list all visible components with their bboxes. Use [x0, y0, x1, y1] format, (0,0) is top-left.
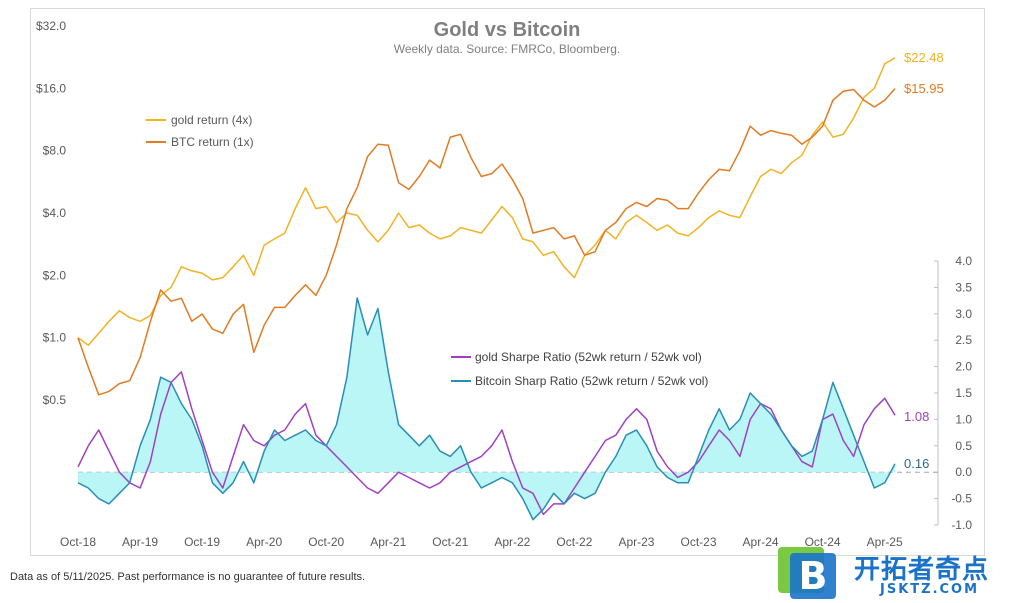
gold-sharpe-end-label: 1.08	[904, 409, 929, 424]
bitcoin-sharpe-end-label: 0.16	[904, 456, 929, 471]
right-axis-tick-label: 1.5	[955, 386, 972, 400]
gold-return-end-label: $22.48	[904, 50, 944, 65]
x-axis-tick-label: Apr-19	[122, 535, 158, 549]
right-axis-tick-label: 0.0	[955, 465, 972, 479]
x-axis-tick-label: Oct-18	[60, 535, 96, 549]
x-axis-tick-label: Apr-22	[494, 535, 530, 549]
x-axis-tick-label: Oct-20	[308, 535, 344, 549]
left-axis-tick-label: $2.0	[43, 268, 67, 282]
legend-label: Bitcoin Sharp Ratio (52wk return / 52wk …	[475, 374, 708, 388]
x-axis-tick-label: Oct-21	[432, 535, 468, 549]
x-axis-tick-label: Oct-23	[680, 535, 716, 549]
x-axis-tick-label: Apr-25	[867, 535, 903, 549]
svg-text:B: B	[799, 554, 828, 598]
btc-return-line	[77, 88, 896, 396]
left-axis-tick-label: $8.0	[43, 144, 67, 158]
right-axis-tick-label: -1.0	[951, 518, 972, 532]
gold-sharpe-line	[77, 371, 896, 516]
right-axis-tick-label: 0.5	[955, 439, 972, 453]
gold-return-line	[77, 57, 896, 346]
bitcoin-sharpe-area	[78, 298, 895, 520]
right-axis-tick-label: 2.0	[955, 360, 972, 374]
right-axis-tick-label: 3.0	[955, 307, 972, 321]
right-axis-tick-label: 4.0	[955, 254, 972, 268]
right-axis-tick-label: -0.5	[951, 492, 972, 506]
bitcoin-sharpe-line	[77, 297, 896, 521]
left-axis-tick-label: $4.0	[43, 206, 67, 220]
left-axis-tick-label: $16.0	[36, 81, 66, 95]
right-axis-tick-label: 2.5	[955, 333, 972, 347]
watermark-text: 开拓者奇点	[854, 555, 990, 585]
x-axis-tick-label: Oct-19	[184, 535, 220, 549]
watermark-logo: B 开拓者奇点 JSKTZ.COM	[772, 543, 1012, 601]
legend-label: gold return (4x)	[171, 113, 252, 127]
watermark-subtext: JSKTZ.COM	[880, 582, 980, 597]
x-axis-tick-label: Apr-23	[618, 535, 654, 549]
btc-return-end-label: $15.95	[904, 81, 944, 96]
left-axis-tick-label: $1.0	[43, 331, 67, 345]
legend-label: gold Sharpe Ratio (52wk return / 52wk vo…	[475, 350, 702, 364]
right-axis-tick-label: 1.0	[955, 412, 972, 426]
x-axis-tick-label: Apr-21	[370, 535, 406, 549]
x-axis-tick-label: Apr-24	[743, 535, 779, 549]
x-axis-tick-label: Apr-20	[246, 535, 282, 549]
left-axis-tick-label: $0.5	[43, 393, 67, 407]
left-axis-tick-label: $32.0	[36, 19, 66, 33]
right-axis-tick-label: 3.5	[955, 280, 972, 294]
x-axis-tick-label: Oct-22	[556, 535, 592, 549]
footnote: Data as of 5/11/2025. Past performance i…	[10, 571, 366, 583]
chart-title: Gold vs Bitcoin	[434, 19, 581, 41]
legend-label: BTC return (1x)	[171, 135, 254, 149]
x-axis-tick-label: Oct-24	[805, 535, 841, 549]
chart-subtitle: Weekly data. Source: FMRCo, Bloomberg.	[394, 42, 621, 56]
